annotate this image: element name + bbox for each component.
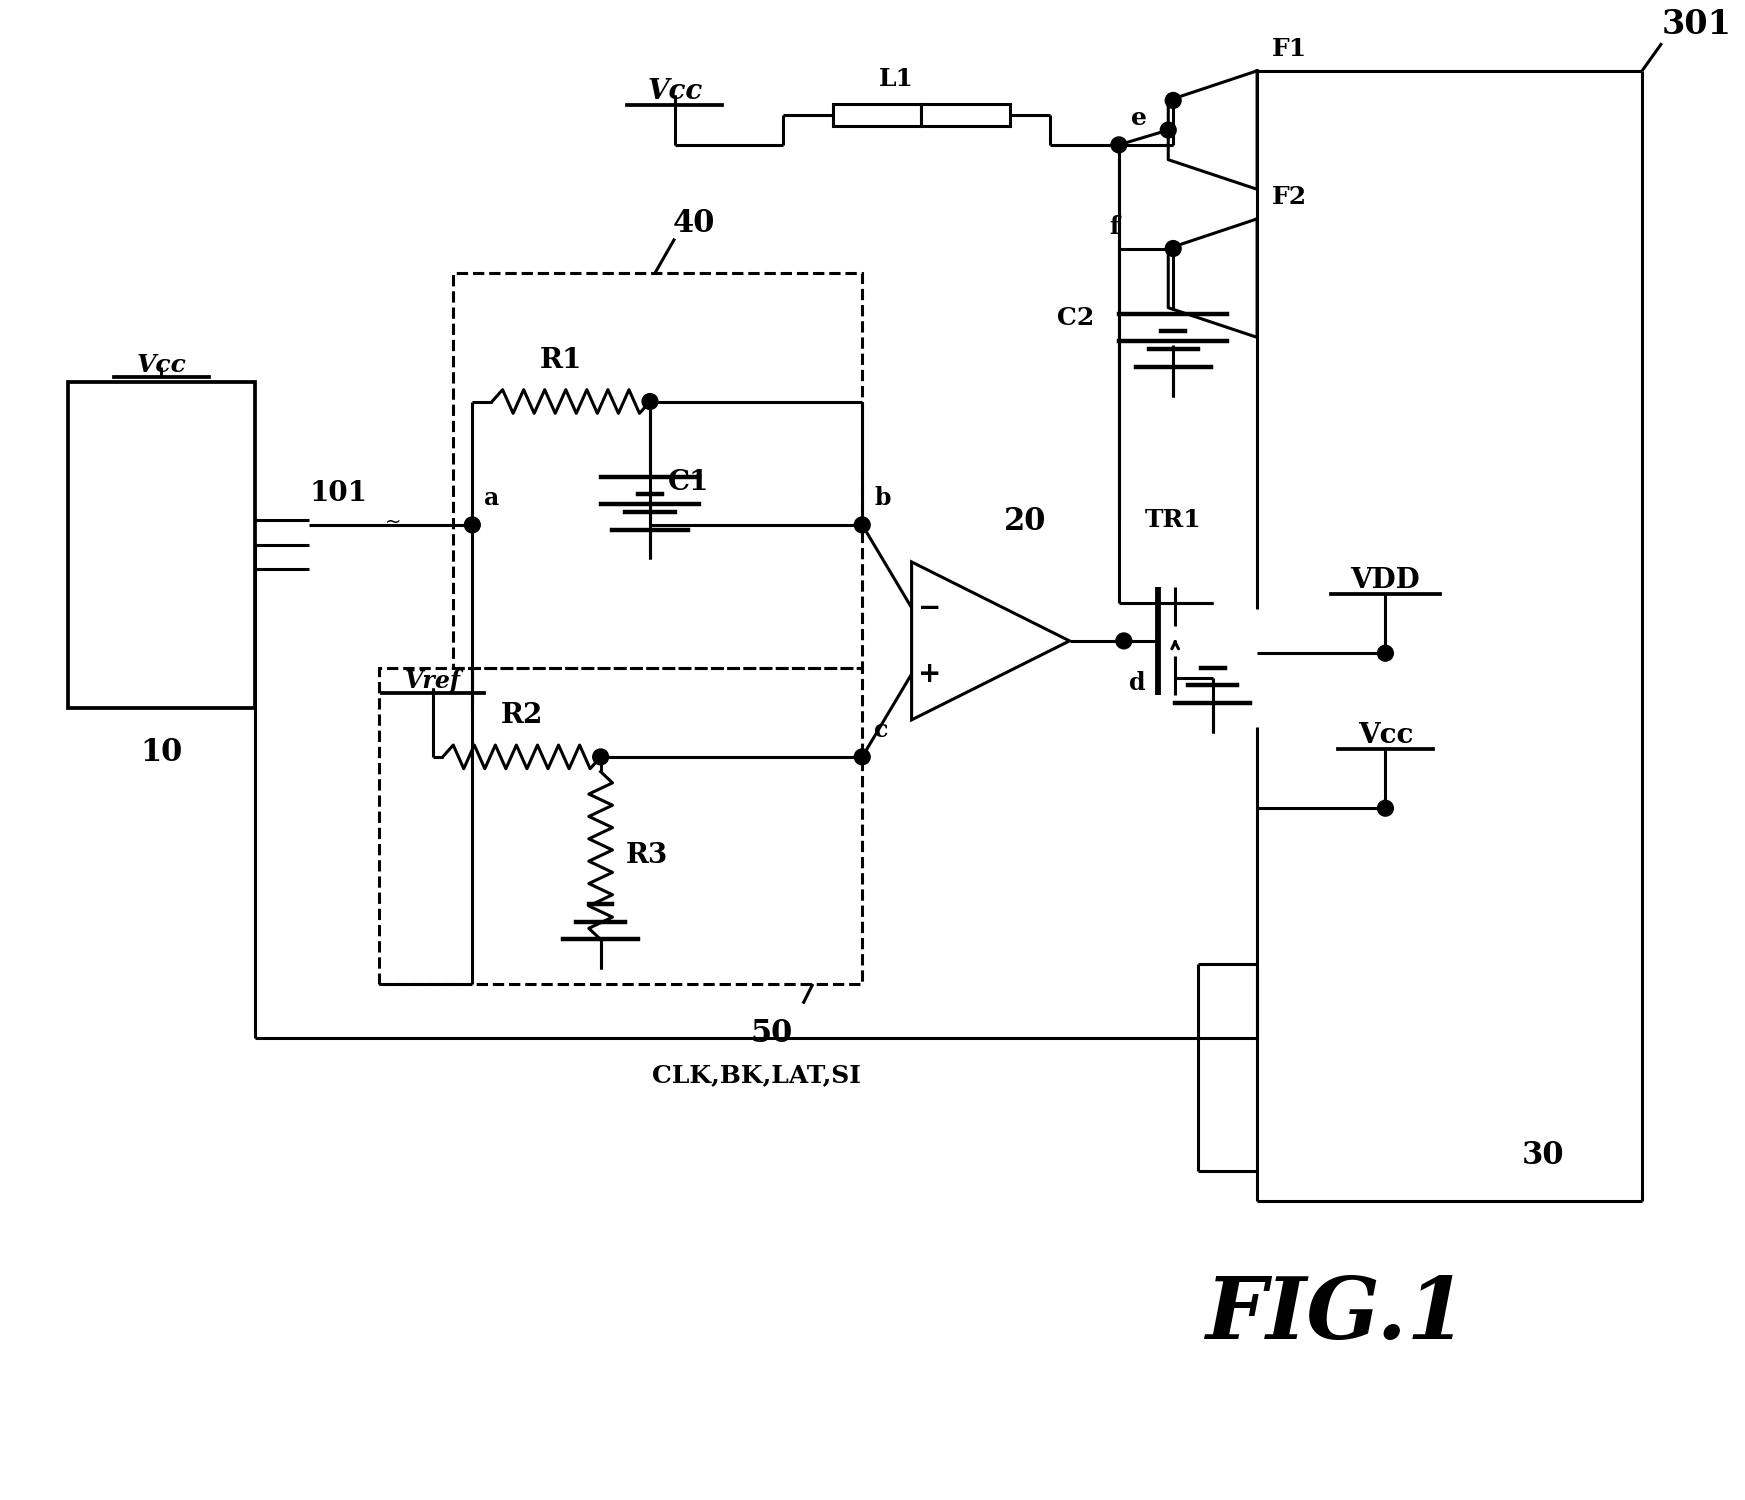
Text: VDD: VDD <box>1351 567 1420 594</box>
Text: ~: ~ <box>386 513 401 531</box>
Text: Vref: Vref <box>405 669 461 693</box>
Text: Vcc: Vcc <box>647 78 701 105</box>
Circle shape <box>1377 801 1393 816</box>
Text: 20: 20 <box>1003 506 1047 537</box>
Text: 50: 50 <box>750 1019 794 1050</box>
Bar <box>832 105 921 126</box>
Circle shape <box>464 518 480 532</box>
Text: c: c <box>874 718 888 742</box>
Bar <box>921 105 1010 126</box>
Text: b: b <box>874 486 890 510</box>
Circle shape <box>1166 93 1181 108</box>
Text: 301: 301 <box>1661 8 1731 40</box>
Text: F2: F2 <box>1272 184 1307 209</box>
Text: d: d <box>1129 670 1145 694</box>
Text: C1: C1 <box>668 470 708 496</box>
Text: Vcc: Vcc <box>1358 722 1413 748</box>
Text: R2: R2 <box>501 702 543 729</box>
Circle shape <box>1377 645 1393 662</box>
Circle shape <box>1166 240 1181 256</box>
Circle shape <box>1160 122 1176 138</box>
Text: 30: 30 <box>1522 1140 1565 1172</box>
Text: −: − <box>918 594 941 621</box>
Text: FIG.1: FIG.1 <box>1206 1274 1468 1356</box>
Circle shape <box>1117 633 1133 650</box>
Text: L1: L1 <box>879 66 914 90</box>
Circle shape <box>1112 136 1127 153</box>
Circle shape <box>855 748 871 765</box>
Circle shape <box>642 393 658 410</box>
Text: a: a <box>483 486 499 510</box>
Text: R3: R3 <box>625 842 668 868</box>
Text: F1: F1 <box>1272 38 1307 62</box>
Text: 40: 40 <box>674 207 715 238</box>
Text: R1: R1 <box>539 346 583 374</box>
Bar <box>68 382 255 708</box>
Text: f: f <box>1108 214 1119 238</box>
Circle shape <box>593 748 609 765</box>
Text: C2: C2 <box>1057 306 1094 330</box>
Text: CLK,BK,LAT,SI: CLK,BK,LAT,SI <box>651 1064 860 1088</box>
Text: Vcc: Vcc <box>136 352 187 376</box>
Text: 101: 101 <box>311 480 368 507</box>
Text: +: + <box>918 660 941 688</box>
Text: e: e <box>1131 106 1146 130</box>
Text: TR1: TR1 <box>1145 509 1202 532</box>
Circle shape <box>855 518 871 532</box>
Text: 10: 10 <box>140 736 183 768</box>
